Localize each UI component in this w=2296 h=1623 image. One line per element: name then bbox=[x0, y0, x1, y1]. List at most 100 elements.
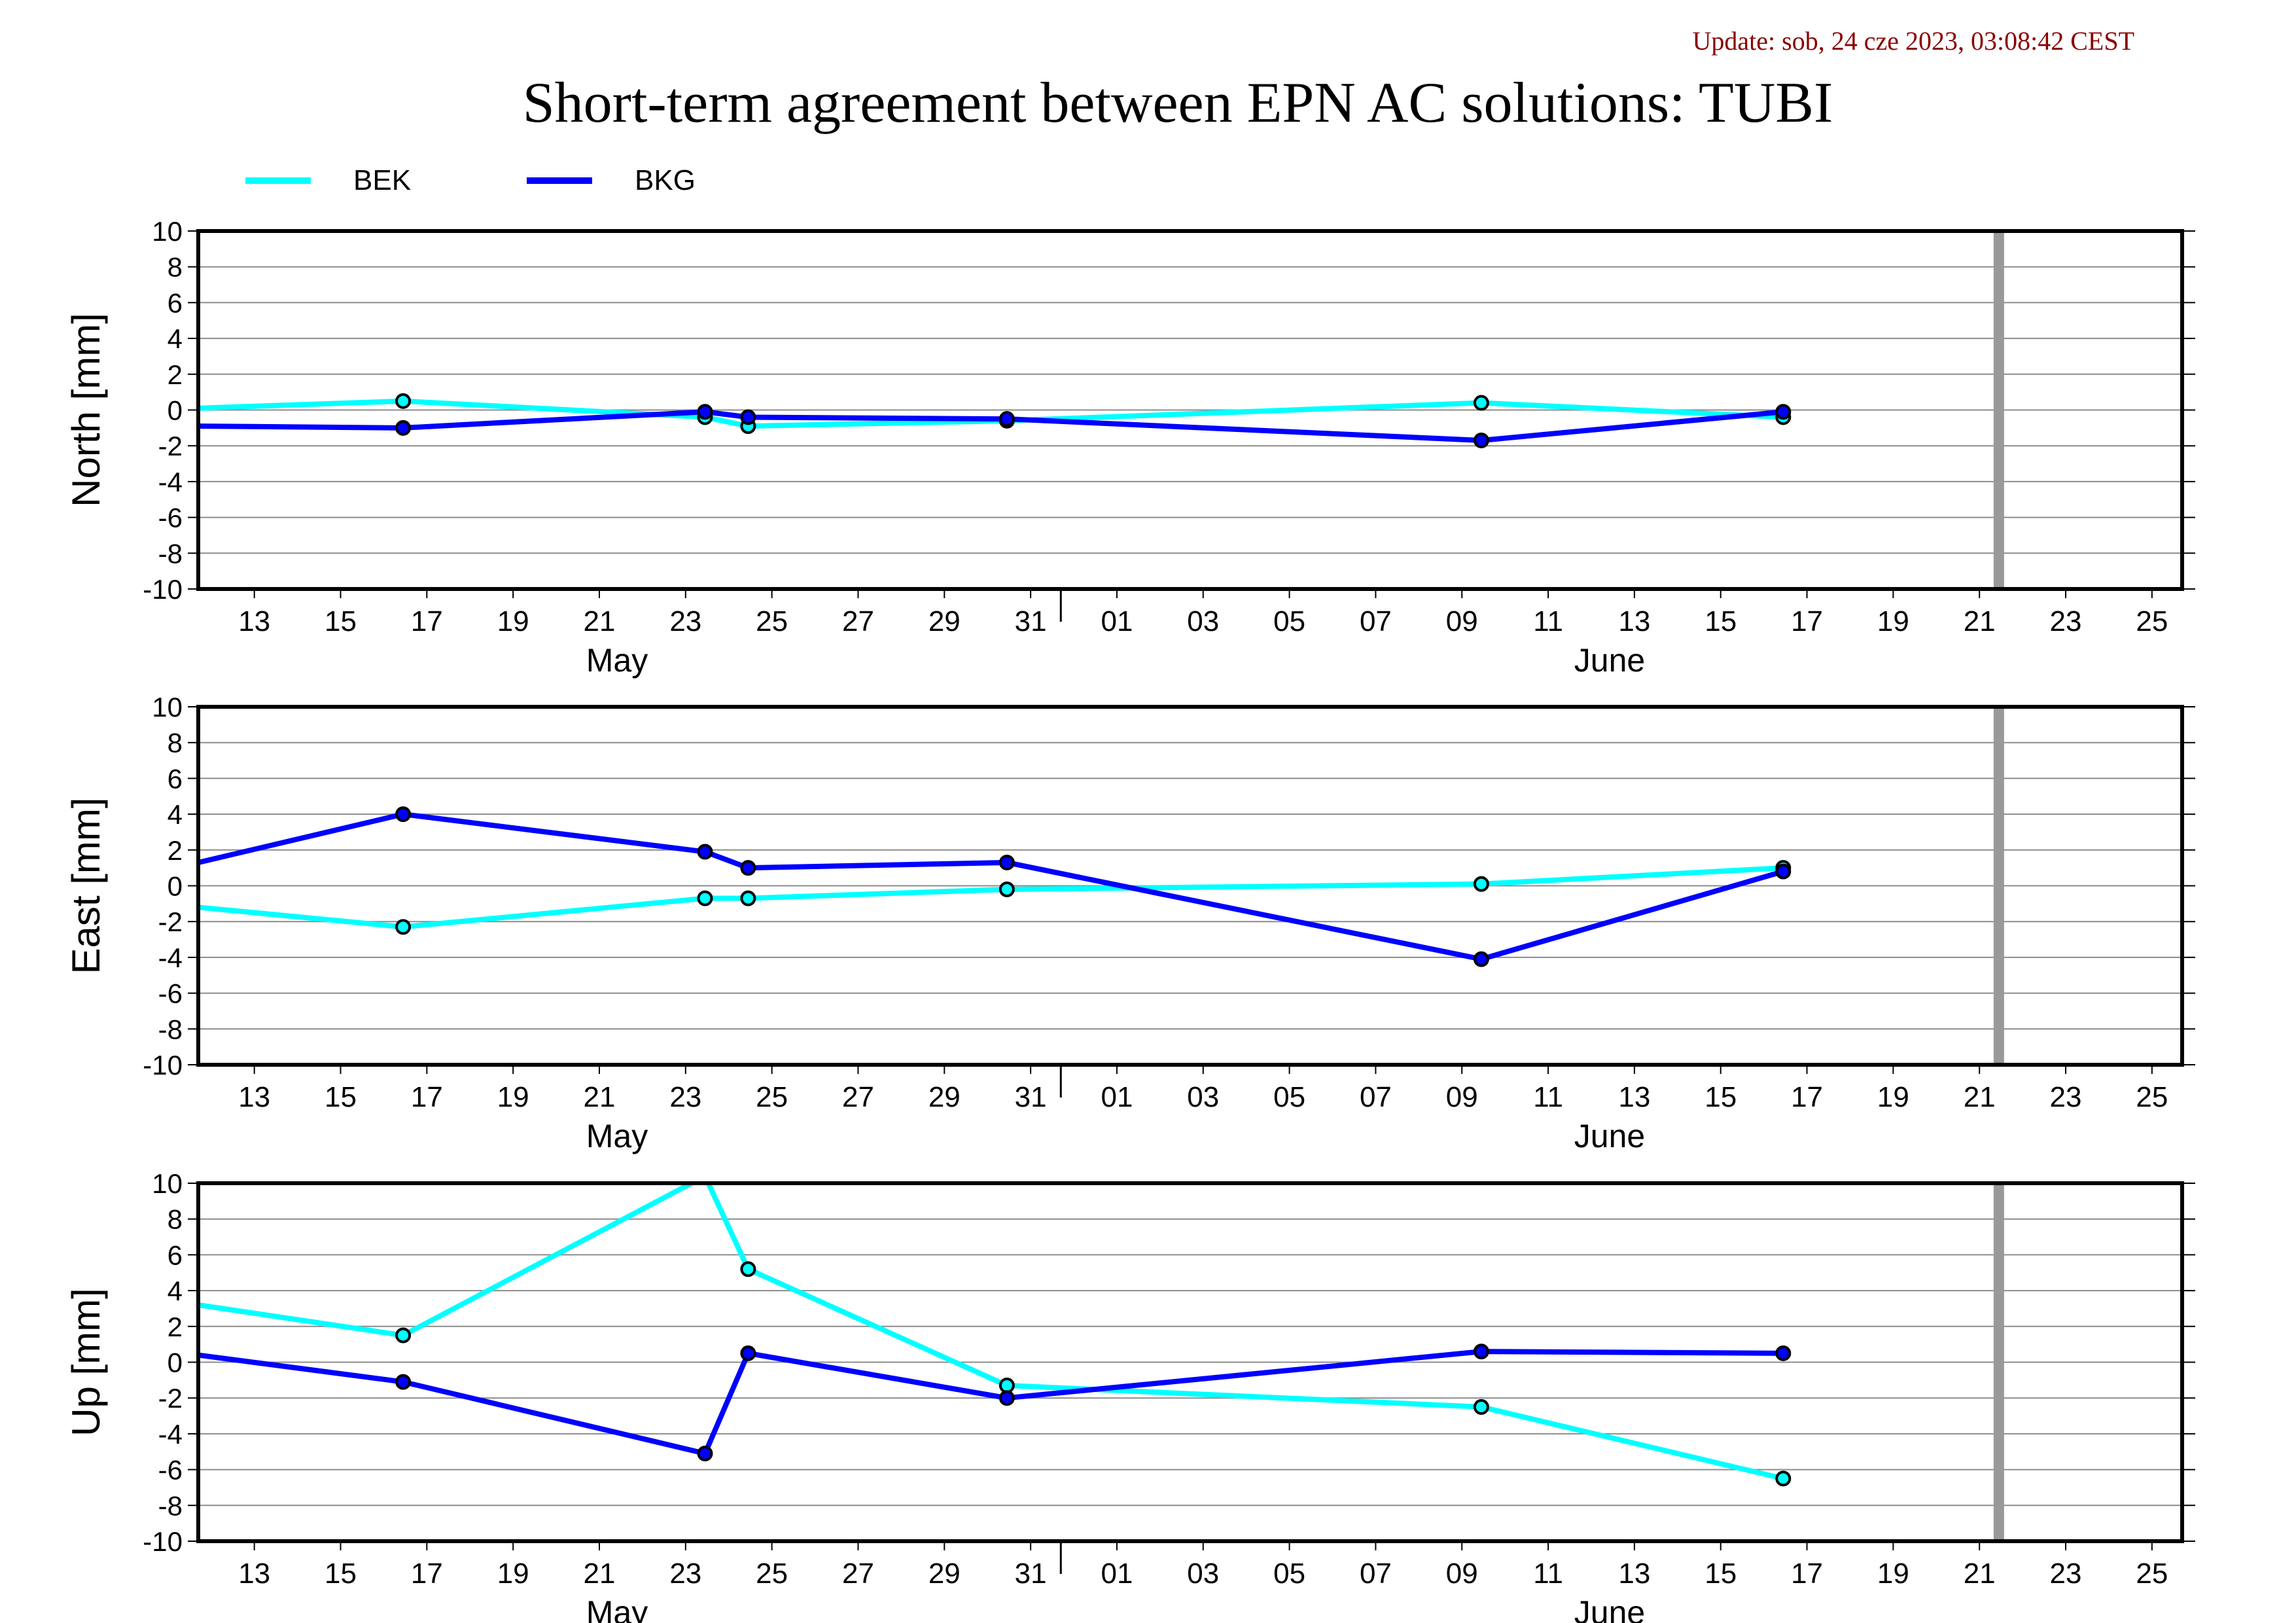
legend-label-bek: BEK bbox=[353, 164, 411, 196]
x-tick-label: 15 bbox=[1704, 1081, 1737, 1113]
x-tick-label: 13 bbox=[1618, 1081, 1650, 1113]
data-point-bek bbox=[701, 1183, 709, 1185]
series-line-bek bbox=[198, 398, 1784, 429]
x-tick-label: 07 bbox=[1360, 1558, 1392, 1590]
x-tick-label: 19 bbox=[1877, 605, 1909, 637]
x-tick-label: 25 bbox=[756, 1558, 788, 1590]
data-point-bkg bbox=[740, 1345, 756, 1361]
data-point-bek bbox=[395, 919, 412, 935]
x-tick-label: 17 bbox=[1791, 1558, 1823, 1590]
x-tick-label: 17 bbox=[411, 605, 443, 637]
y-axis-label: North [mm] bbox=[64, 313, 108, 507]
x-tick-label: 17 bbox=[1791, 1081, 1823, 1113]
y-tick-label: 6 bbox=[168, 287, 183, 318]
x-tick-label: 23 bbox=[2050, 605, 2082, 637]
y-tick-label: 0 bbox=[168, 1347, 183, 1378]
y-tick-label: -10 bbox=[143, 574, 183, 605]
x-tick-label: 25 bbox=[2136, 1558, 2168, 1590]
x-tick-label: 25 bbox=[756, 1081, 788, 1113]
x-tick-label: 05 bbox=[1273, 1081, 1305, 1113]
y-axis-label: East [mm] bbox=[64, 797, 108, 974]
month-label-june: June bbox=[1574, 1118, 1645, 1154]
x-tick-label: 21 bbox=[584, 1558, 616, 1590]
x-tick-label: 07 bbox=[1360, 605, 1392, 637]
x-tick-label: 13 bbox=[238, 1558, 270, 1590]
y-tick-label: 2 bbox=[168, 359, 183, 390]
x-tick-label: 11 bbox=[1533, 605, 1563, 637]
x-tick-label: 31 bbox=[1015, 1081, 1047, 1113]
y-tick-label: 8 bbox=[168, 252, 183, 283]
data-point-bek bbox=[998, 881, 1015, 897]
data-point-bek bbox=[998, 1378, 1015, 1394]
series-line-bkg bbox=[198, 1349, 1784, 1456]
data-point-bkg bbox=[998, 854, 1015, 870]
month-label-june: June bbox=[1574, 642, 1645, 679]
y-tick-label: -10 bbox=[143, 1050, 183, 1080]
x-tick-label: 03 bbox=[1187, 1558, 1219, 1590]
data-point-bkg bbox=[395, 806, 412, 823]
x-tick-label: 09 bbox=[1446, 1558, 1478, 1590]
x-tick-label: 31 bbox=[1015, 605, 1047, 637]
y-tick-label: 8 bbox=[168, 1204, 183, 1235]
x-tick-label: 19 bbox=[497, 605, 529, 637]
data-point-bkg bbox=[1775, 404, 1792, 420]
x-tick-label: 01 bbox=[1101, 605, 1133, 637]
x-tick-label: 29 bbox=[928, 1081, 961, 1113]
x-tick-label: 27 bbox=[842, 1558, 874, 1590]
plot-frame bbox=[196, 705, 2184, 1067]
panel-east: 10 8 6 4 2 0 -2 -4 -6 -8 -10 East [mm] 13 15 17 19 21 23 2… bbox=[64, 692, 2195, 1154]
data-point-bkg bbox=[1473, 1344, 1489, 1360]
x-tick-label: 09 bbox=[1446, 1081, 1478, 1113]
y-tick-label: 4 bbox=[168, 323, 183, 354]
x-tick-label: 11 bbox=[1533, 1081, 1563, 1113]
x-tick-label: 09 bbox=[1446, 605, 1478, 637]
data-point-bkg bbox=[1775, 1345, 1792, 1361]
data-point-bkg bbox=[998, 1390, 1015, 1406]
x-tick-label: 15 bbox=[1704, 1558, 1737, 1590]
x-tick-label: 23 bbox=[2050, 1558, 2082, 1590]
data-point-bkg bbox=[1775, 863, 1792, 880]
x-tick-label: 01 bbox=[1101, 1081, 1133, 1113]
y-tick-label: -4 bbox=[158, 1419, 183, 1450]
legend: BEK BKG bbox=[245, 164, 696, 196]
x-tick-label: 15 bbox=[325, 1081, 357, 1113]
update-timestamp: Update: sob, 24 cze 2023, 03:08:42 CEST bbox=[1693, 26, 2134, 56]
data-point-bkg bbox=[1473, 951, 1489, 967]
y-tick-label: -4 bbox=[158, 467, 183, 497]
x-tick-label: 29 bbox=[928, 1558, 961, 1590]
x-tick-label: 25 bbox=[2136, 605, 2168, 637]
series-line-bkg bbox=[198, 812, 1784, 962]
x-tick-label: 21 bbox=[1964, 605, 1996, 637]
x-tick-label: 07 bbox=[1360, 1081, 1392, 1113]
y-tick-label: 2 bbox=[168, 835, 183, 866]
x-tick-label: 19 bbox=[1877, 1081, 1909, 1113]
x-tick-label: 21 bbox=[1964, 1558, 1996, 1590]
data-point-bkg bbox=[697, 844, 713, 860]
legend-label-bkg: BKG bbox=[635, 164, 696, 196]
x-tick-label: 13 bbox=[238, 605, 270, 637]
x-tick-label: 21 bbox=[584, 1081, 616, 1113]
plot-frame bbox=[196, 229, 2184, 591]
x-tick-label: 11 bbox=[1533, 1558, 1563, 1590]
y-tick-label: 2 bbox=[168, 1311, 183, 1342]
x-tick-label: 13 bbox=[238, 1081, 270, 1113]
data-point-bek bbox=[1473, 395, 1489, 411]
x-tick-label: 27 bbox=[842, 605, 874, 637]
x-tick-label: 15 bbox=[1704, 605, 1737, 637]
panel-north: 10 8 6 4 2 0 -2 -4 -6 -8 -10 North [mm] 13 15 17 19 21 23… bbox=[64, 216, 2195, 679]
data-point-bkg bbox=[697, 1445, 713, 1461]
month-label-may: May bbox=[586, 1594, 648, 1623]
x-tick-label: 17 bbox=[411, 1558, 443, 1590]
y-tick-label: 4 bbox=[168, 799, 183, 830]
x-tick-label: 13 bbox=[1618, 1558, 1650, 1590]
y-tick-label: 6 bbox=[168, 763, 183, 794]
plot-frame bbox=[196, 1181, 2184, 1543]
data-point-bek bbox=[740, 890, 756, 906]
series-line-bek bbox=[198, 865, 1784, 930]
x-tick-label: 25 bbox=[756, 605, 788, 637]
x-tick-label: 23 bbox=[669, 1081, 701, 1113]
y-tick-label: -2 bbox=[158, 1383, 183, 1414]
y-tick-label: 0 bbox=[168, 395, 183, 426]
